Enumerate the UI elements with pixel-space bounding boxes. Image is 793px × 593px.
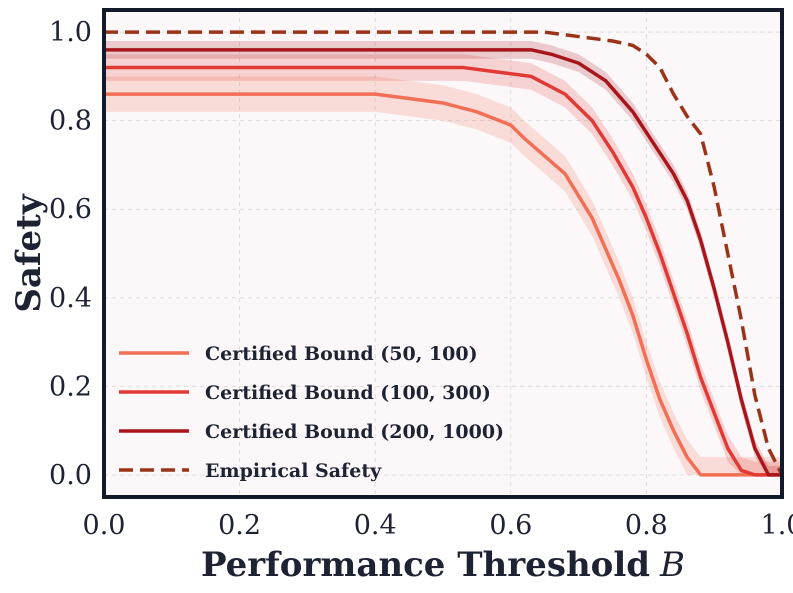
x-tick-label: 0.2 [218, 510, 261, 541]
x-axis-title-symbol: B [659, 545, 685, 585]
y-axis-title: Safety [9, 193, 49, 313]
x-axis-ticks: 0.0 0.2 0.4 0.6 0.8 1.0 [83, 510, 793, 541]
series-lines [102, 30, 784, 477]
y-axis-ticks: 0.0 0.2 0.4 0.6 0.8 1.0 [49, 17, 92, 491]
series-line-1 [102, 65, 784, 477]
series-line-3 [104, 30, 784, 476]
plot-background [104, 10, 782, 497]
legend-label-3: Empirical Safety [205, 460, 382, 482]
x-axis-title-text: Performance Threshold [201, 545, 650, 585]
y-tick-label: 0.0 [49, 460, 92, 491]
y-tick-label: 1.0 [49, 17, 92, 48]
legend-label-2: Certified Bound (200, 1000) [205, 421, 504, 443]
legend: Certified Bound (50, 100) Certified Bound… [119, 343, 504, 482]
plot-frame [102, 8, 784, 499]
x-tick-label: 1.0 [761, 510, 793, 541]
x-tick-label: 0.0 [83, 510, 126, 541]
x-tick-label: 0.8 [625, 510, 668, 541]
y-tick-label: 0.8 [49, 106, 92, 137]
x-tick-label: 0.4 [354, 510, 397, 541]
confidence-bands [104, 40, 782, 475]
y-tick-label: 0.2 [49, 371, 92, 402]
y-tick-label: 0.6 [49, 194, 92, 225]
series-line-2 [102, 48, 784, 477]
x-axis-title: Performance Threshold B [201, 545, 685, 585]
series-band-1 [104, 54, 782, 475]
series-line-0 [102, 92, 784, 477]
y-tick-label: 0.4 [49, 283, 92, 314]
legend-label-0: Certified Bound (50, 100) [205, 343, 478, 365]
legend-label-1: Certified Bound (100, 300) [205, 382, 491, 404]
x-tick-label: 0.6 [489, 510, 532, 541]
